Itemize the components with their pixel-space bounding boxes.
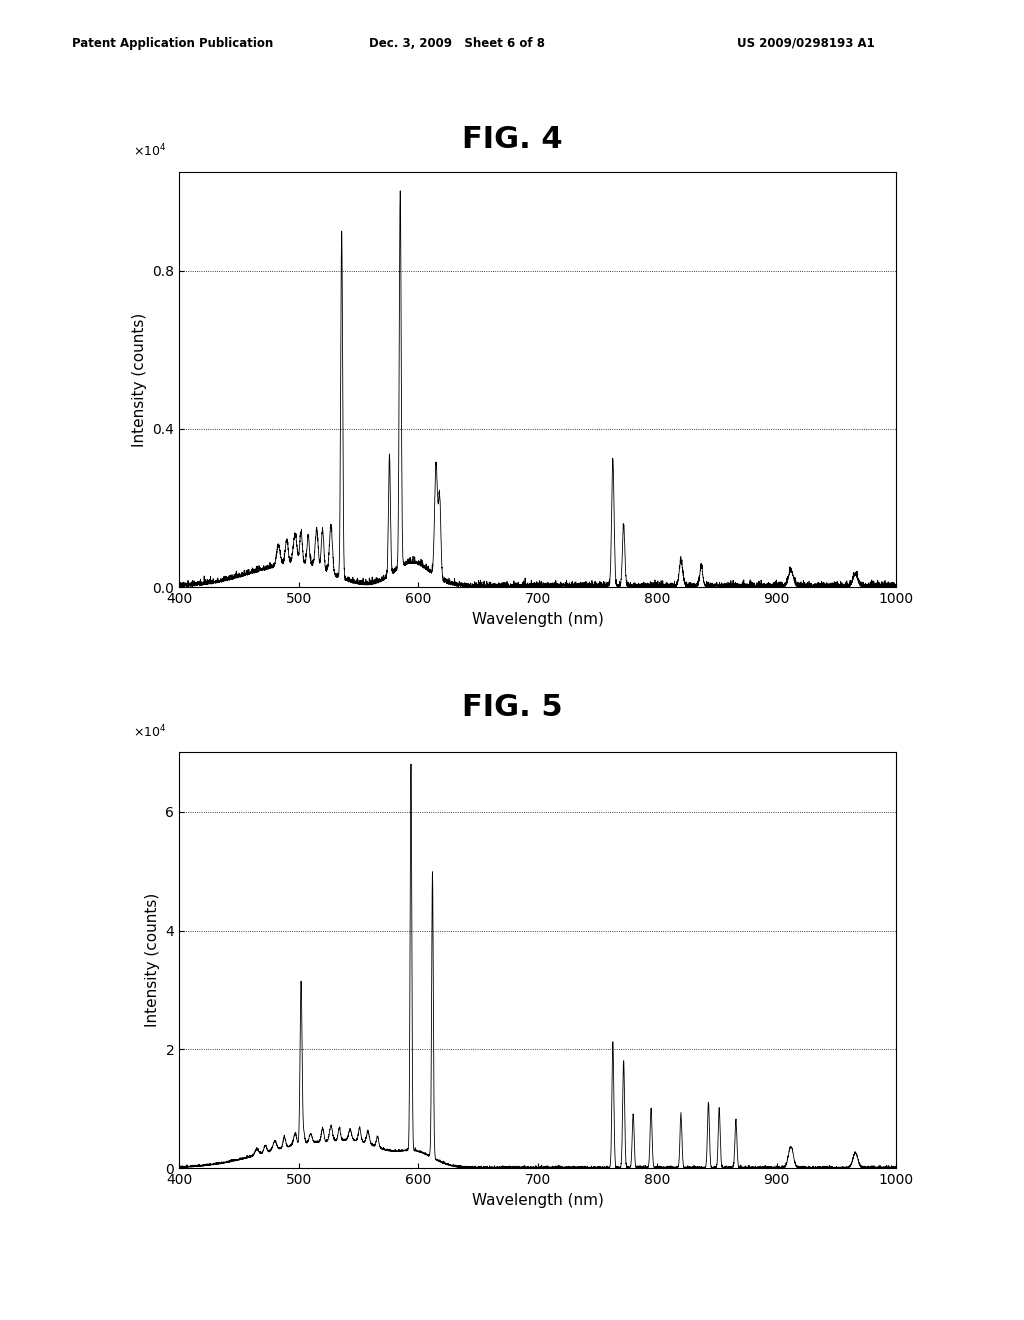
Y-axis label: Intensity (counts): Intensity (counts) <box>145 894 160 1027</box>
Y-axis label: Intensity (counts): Intensity (counts) <box>132 313 146 446</box>
X-axis label: Wavelength (nm): Wavelength (nm) <box>472 611 603 627</box>
X-axis label: Wavelength (nm): Wavelength (nm) <box>472 1192 603 1208</box>
Text: $\times10^4$: $\times10^4$ <box>133 723 166 741</box>
Text: $\times10^4$: $\times10^4$ <box>133 143 166 160</box>
Text: US 2009/0298193 A1: US 2009/0298193 A1 <box>737 37 876 50</box>
Text: FIG. 4: FIG. 4 <box>462 125 562 154</box>
Text: FIG. 5: FIG. 5 <box>462 693 562 722</box>
Text: Dec. 3, 2009   Sheet 6 of 8: Dec. 3, 2009 Sheet 6 of 8 <box>369 37 545 50</box>
Text: Patent Application Publication: Patent Application Publication <box>72 37 273 50</box>
